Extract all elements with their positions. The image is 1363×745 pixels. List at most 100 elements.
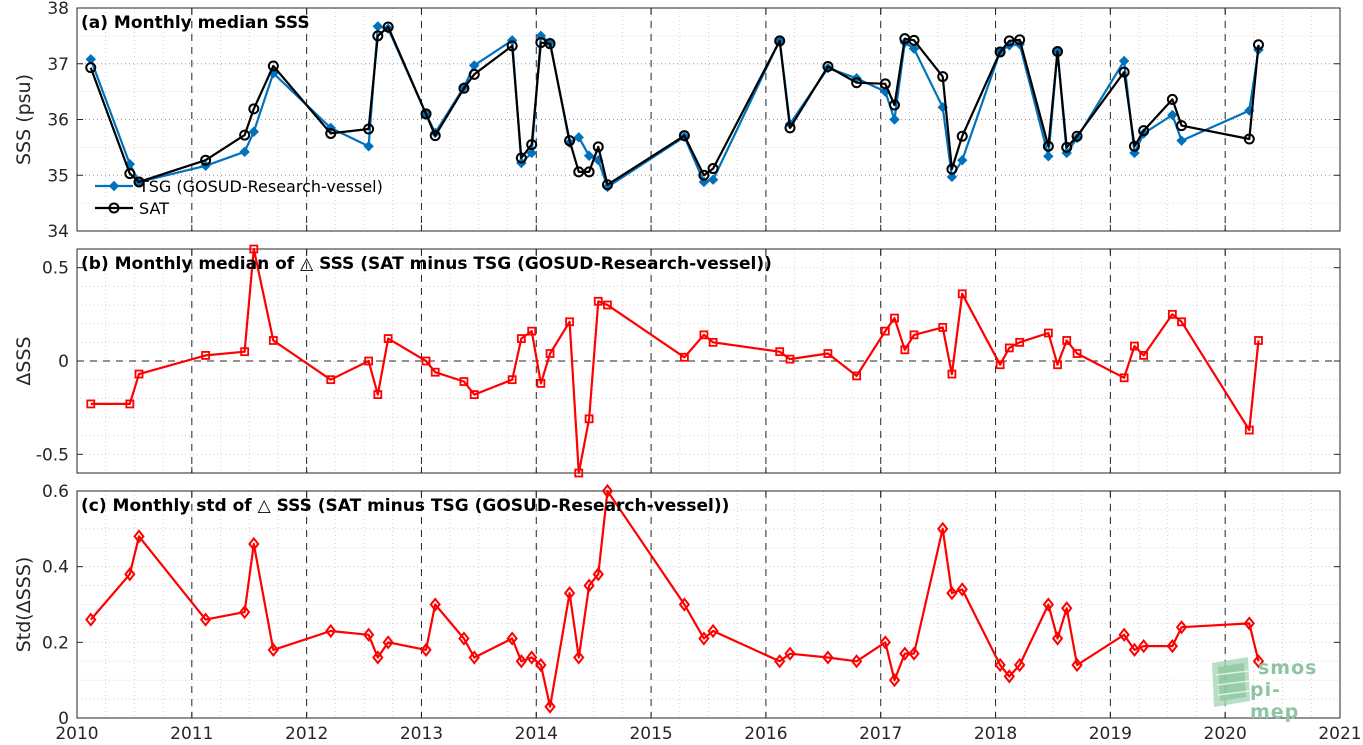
data-point <box>573 650 585 665</box>
smos-pi-mep-logo: smos pi-mep <box>1208 657 1320 723</box>
data-point <box>372 650 384 665</box>
data-point <box>382 21 394 33</box>
data-point <box>946 171 958 183</box>
data-point <box>1254 336 1263 345</box>
panel-title: (b) Monthly median of △ SSS (SAT minus T… <box>81 254 772 274</box>
legend-marker <box>108 180 120 192</box>
data-point <box>1072 349 1082 358</box>
data-point <box>1128 140 1140 152</box>
data-point <box>1003 669 1016 684</box>
data-point <box>468 650 480 665</box>
data-point <box>1138 125 1150 137</box>
data-point <box>468 68 480 80</box>
data-point <box>601 179 613 191</box>
data-point <box>908 34 920 46</box>
data-point <box>363 141 374 152</box>
data-point <box>124 168 136 180</box>
data-point <box>946 586 958 601</box>
x-tick-label: 2011 <box>170 724 213 744</box>
data-point <box>1013 657 1026 673</box>
data-point <box>908 43 920 54</box>
data-point <box>238 604 251 620</box>
data-point <box>430 367 440 377</box>
data-point <box>85 612 97 627</box>
data-point <box>527 326 537 336</box>
data-point <box>1252 39 1264 51</box>
data-point <box>1071 657 1083 673</box>
x-tick-label: 2020 <box>1204 724 1247 744</box>
data-point <box>909 330 919 340</box>
data-point <box>239 146 250 158</box>
data-point <box>526 147 537 159</box>
y-tick-label: 37 <box>47 55 69 75</box>
data-point <box>249 244 259 254</box>
data-point <box>937 71 949 83</box>
y-tick-label: 34 <box>47 222 69 242</box>
data-point <box>506 631 518 646</box>
data-point <box>957 289 967 299</box>
panel-b-median-delta-sss: -0.5 0 0.5 ΔSSS (b) Monthly median of △ SSS … <box>13 244 1341 478</box>
data-point <box>1062 336 1072 345</box>
data-point <box>86 399 96 409</box>
data-point <box>526 139 538 151</box>
y-tick-label: 0.5 <box>42 259 69 279</box>
data-point <box>363 123 375 135</box>
data-point <box>584 414 594 424</box>
data-point <box>1243 616 1255 631</box>
x-tick-label: 2015 <box>629 724 672 744</box>
axes-box <box>76 490 1341 719</box>
data-point <box>698 631 710 646</box>
data-point <box>1166 639 1179 654</box>
data-point <box>1252 654 1265 669</box>
data-point <box>890 313 899 323</box>
data-point <box>880 326 890 336</box>
data-point <box>1118 55 1130 67</box>
logo-text-pimep: pi-mep <box>1250 679 1300 723</box>
data-point <box>364 356 374 366</box>
data-point <box>199 612 212 627</box>
data-point <box>995 360 1005 370</box>
data-point <box>775 347 785 357</box>
data-point <box>326 375 336 385</box>
data-point <box>1061 141 1073 153</box>
data-point <box>994 657 1006 673</box>
data-point <box>565 317 574 327</box>
data-point <box>603 300 612 310</box>
data-point <box>373 390 383 400</box>
data-point <box>592 141 604 153</box>
data-point <box>133 176 145 188</box>
legend-label: SAT <box>139 199 169 218</box>
data-point <box>888 673 901 688</box>
series-line <box>89 489 1260 708</box>
data-point <box>248 126 260 137</box>
x-tick-label: 2016 <box>744 724 787 744</box>
data-point <box>678 597 691 612</box>
data-point <box>362 627 375 642</box>
data-point <box>1167 109 1178 121</box>
data-point <box>698 169 710 181</box>
data-point <box>201 350 210 360</box>
data-point <box>429 130 441 142</box>
y-tick-label: 0.4 <box>42 558 69 578</box>
data-point <box>592 567 604 582</box>
x-tick-label: 2019 <box>1089 724 1132 744</box>
data-point <box>1014 34 1026 46</box>
data-point <box>545 349 555 358</box>
data-point <box>707 174 719 185</box>
data-point <box>573 166 585 178</box>
data-point <box>707 623 719 639</box>
panel-title: (c) Monthly std of △ SSS (SAT minus TSG … <box>81 496 729 516</box>
data-point <box>1118 627 1130 642</box>
x-tick-label: 2014 <box>515 724 558 744</box>
y-tick-label: 0.2 <box>42 633 69 653</box>
data-point <box>1043 151 1054 162</box>
data-point <box>458 631 470 646</box>
data-point <box>248 103 260 115</box>
y-tick-label: -0.5 <box>36 445 69 465</box>
data-point <box>1061 601 1073 616</box>
data-point <box>774 654 786 669</box>
data-point <box>85 62 97 74</box>
panel-c-std-delta-sss: 0 0.2 0.4 0.6 2010 2011 2012 2013 2014 2015 2016 20… <box>13 482 1362 744</box>
data-point <box>1118 66 1130 78</box>
data-point <box>133 529 145 544</box>
